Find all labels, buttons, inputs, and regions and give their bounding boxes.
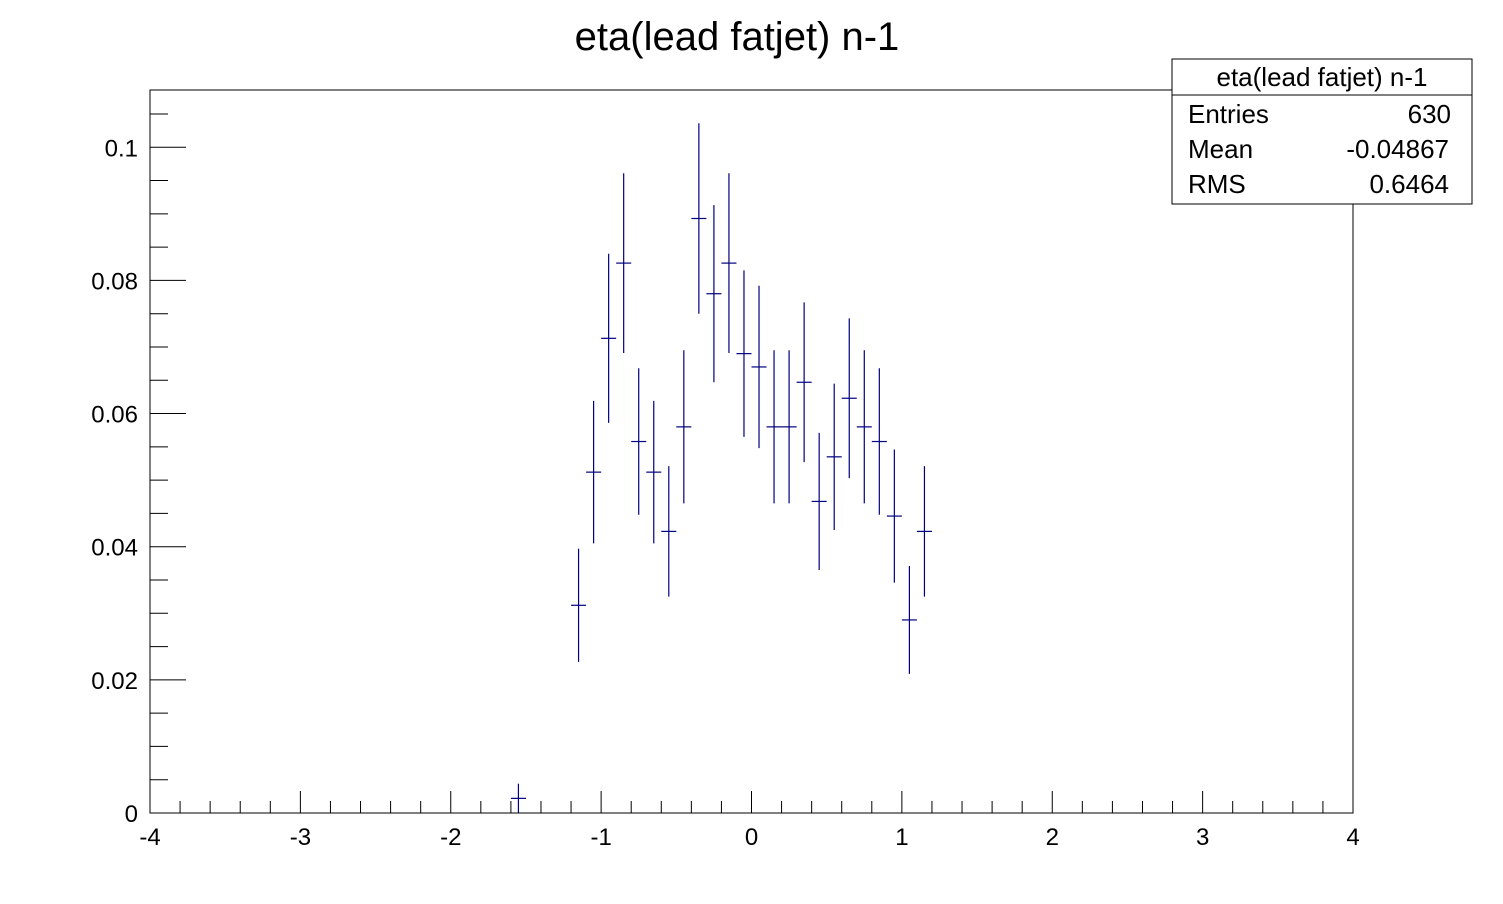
data-point xyxy=(691,123,707,314)
data-point xyxy=(811,432,827,571)
y-tick-label: 0.08 xyxy=(91,268,138,295)
stats-mean-value: -0.04867 xyxy=(1346,134,1449,164)
x-tick-label: -2 xyxy=(440,824,461,851)
data-point xyxy=(631,368,647,515)
data-point xyxy=(661,466,677,597)
x-tick-label: -3 xyxy=(290,824,311,851)
data-point xyxy=(586,400,602,544)
data-point xyxy=(871,368,887,515)
stats-box-title: eta(lead fatjet) n-1 xyxy=(1216,62,1427,92)
data-point xyxy=(796,302,812,463)
data-point xyxy=(616,173,632,353)
data-point xyxy=(721,173,737,353)
y-tick-label: 0.02 xyxy=(91,668,138,695)
data-point xyxy=(916,466,932,597)
data-point xyxy=(510,783,526,813)
x-tick-label: 2 xyxy=(1046,824,1059,851)
data-point xyxy=(676,350,692,504)
y-tick-label: 0 xyxy=(125,801,138,828)
data-point xyxy=(736,270,752,437)
data-point xyxy=(826,383,842,531)
data-point xyxy=(706,205,722,383)
chart-title: eta(lead fatjet) n-1 xyxy=(575,15,900,59)
data-point xyxy=(781,350,797,504)
data-point xyxy=(571,548,587,662)
data-point xyxy=(856,350,872,504)
y-tick-label: 0.1 xyxy=(105,135,138,162)
data-point xyxy=(901,566,917,674)
y-axis: 0 0.02 0.04 0.06 0.08 0.1 xyxy=(91,113,186,828)
x-tick-label: 0 xyxy=(745,824,758,851)
stats-mean-label: Mean xyxy=(1188,134,1253,164)
stats-rms-label: RMS xyxy=(1188,169,1246,199)
x-axis: -4 -3 -2 -1 0 1 2 3 4 xyxy=(139,791,1360,851)
y-tick-label: 0.04 xyxy=(91,535,138,562)
data-point xyxy=(841,318,857,479)
y-tick-label: 0.06 xyxy=(91,402,138,429)
x-tick-label: 4 xyxy=(1346,824,1359,851)
stats-entries-label: Entries xyxy=(1188,99,1269,129)
data-point xyxy=(751,285,767,449)
stats-rms-value: 0.6464 xyxy=(1369,169,1449,199)
data-point xyxy=(886,449,902,583)
stats-box: eta(lead fatjet) n-1 Entries 630 Mean -0… xyxy=(1171,58,1473,205)
stats-entries-value: 630 xyxy=(1408,99,1451,129)
data-point xyxy=(766,350,782,504)
data-point xyxy=(601,253,617,423)
data-point xyxy=(646,400,662,544)
x-tick-label: -1 xyxy=(590,824,611,851)
stats-box-frame xyxy=(1171,58,1473,205)
x-tick-label: -4 xyxy=(139,824,160,851)
data-points xyxy=(510,123,932,813)
x-tick-label: 3 xyxy=(1196,824,1209,851)
x-tick-label: 1 xyxy=(895,824,908,851)
